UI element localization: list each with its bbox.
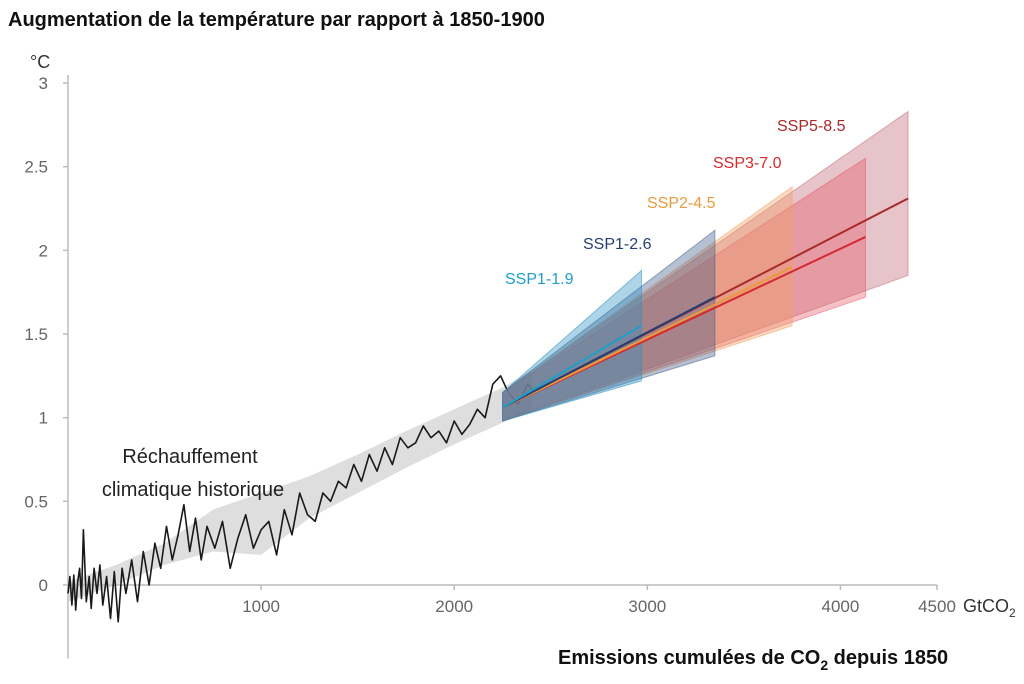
annotation-line-2: climatique historique [102,479,284,501]
x-tick-label: 4000 [822,597,860,616]
band-ssp1-1-9 [502,269,643,422]
label-ssp2-4-5: SSP2-4.5 [647,195,716,212]
y-tick-label: 2 [39,241,48,260]
y-tick-label: 1 [39,409,48,428]
x-axis-title: Emissions cumulées de CO2 depuis 1850 [558,647,948,673]
historical-uncertainty-band [68,370,532,602]
x-axis-unit: GtCO2 [963,596,1016,620]
y-tick-label: 3 [39,74,48,93]
y-tick-label: 1.5 [24,325,48,344]
y-axis: 0 0.5 1 1.5 2 2.5 3 [24,74,69,659]
label-ssp1-2-6: SSP1-2.6 [583,236,652,253]
y-axis-label: °C [30,52,50,72]
x-tick-label: 1000 [242,597,280,616]
label-ssp1-1-9: SSP1-1.9 [505,271,574,288]
y-tick-label: 0.5 [24,492,48,511]
x-tick-label: 4500 [918,597,956,616]
line-ssp1-2-6 [502,296,716,409]
x-axis: 1000 2000 3000 4000 4500 [68,584,956,616]
label-ssp3-7-0: SSP3-7.0 [713,155,782,172]
historical-layer [67,370,536,623]
y-tick-label: 2.5 [24,158,48,177]
historical-warming-line [67,375,536,623]
line-ssp1-1-9 [501,324,643,409]
line-ssp2-4-5 [502,266,793,409]
x-tick-label: 2000 [435,597,473,616]
scenario-layer [501,110,909,422]
annotation-line-1: Réchauffement [122,446,258,468]
label-ssp5-8-5: SSP5-8.5 [777,118,846,135]
y-tick-label: 0 [39,576,48,595]
chart-title: Augmentation de la température par rappo… [8,9,545,31]
scenario-labels: SSP1-1.9 SSP1-2.6 SSP2-4.5 SSP3-7.0 SSP5-8.5 [505,118,846,288]
x-tick-label: 3000 [628,597,666,616]
